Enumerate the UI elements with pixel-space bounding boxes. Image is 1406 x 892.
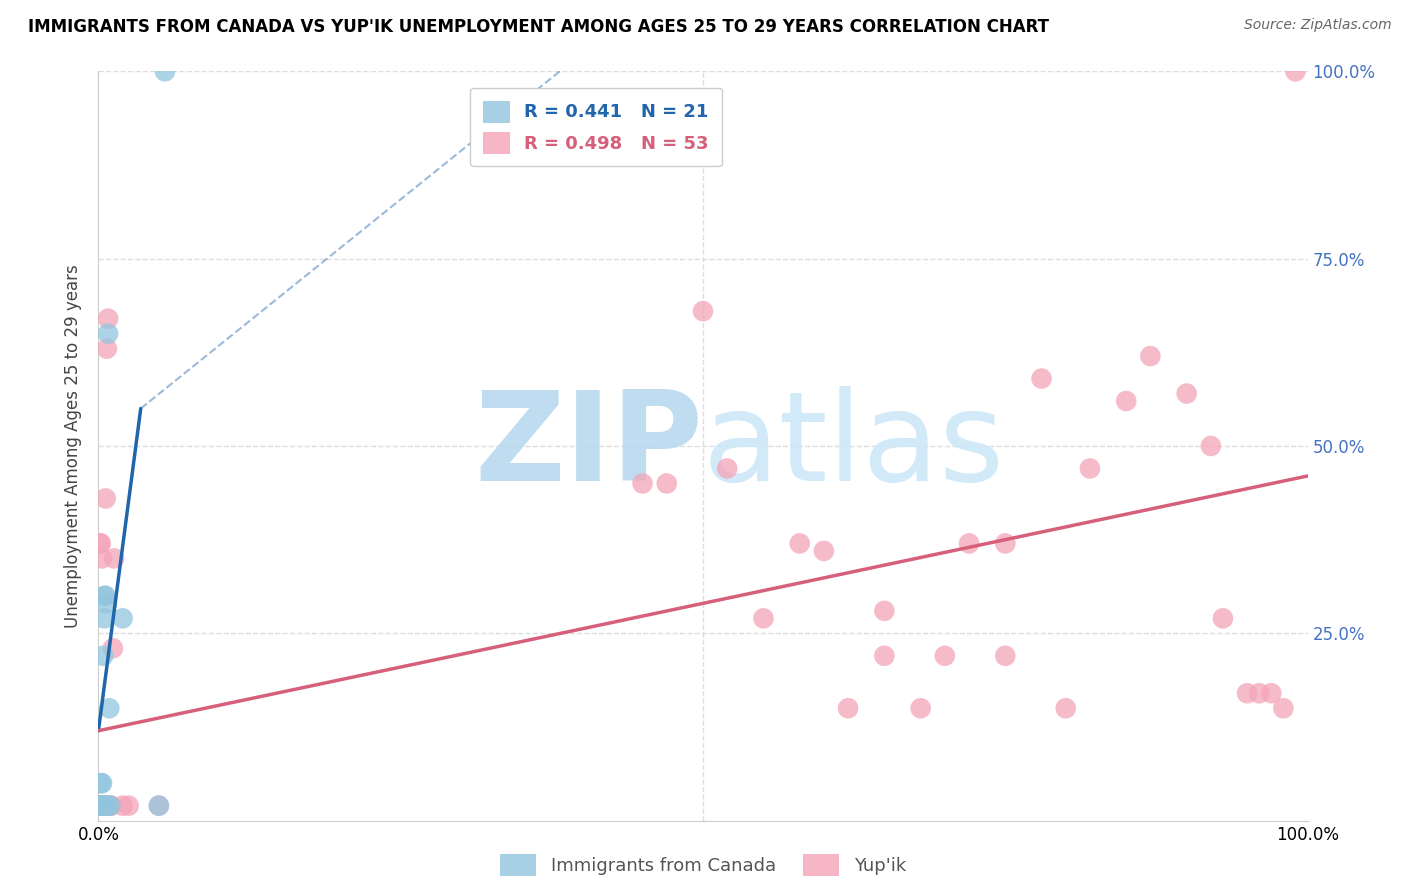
Point <box>1078 461 1101 475</box>
Point <box>148 798 170 813</box>
Point <box>89 798 111 813</box>
Point <box>96 596 118 610</box>
Point <box>111 798 134 813</box>
Text: IMMIGRANTS FROM CANADA VS YUP'IK UNEMPLOYMENT AMONG AGES 25 TO 29 YEARS CORRELAT: IMMIGRANTS FROM CANADA VS YUP'IK UNEMPLO… <box>28 18 1049 36</box>
Point <box>1260 686 1282 700</box>
Point <box>89 536 111 550</box>
Point <box>97 311 120 326</box>
Point <box>93 798 115 813</box>
Point <box>1115 394 1137 409</box>
Point <box>101 641 124 656</box>
Point <box>94 589 117 603</box>
Point <box>89 798 111 813</box>
Point <box>93 611 115 625</box>
Point <box>90 798 112 813</box>
Point <box>91 798 114 813</box>
Point <box>1199 439 1222 453</box>
Point <box>1272 701 1295 715</box>
Point <box>90 798 112 813</box>
Point <box>100 798 122 813</box>
Point <box>91 648 114 663</box>
Point <box>91 798 114 813</box>
Point <box>994 536 1017 550</box>
Legend: Immigrants from Canada, Yup'ik: Immigrants from Canada, Yup'ik <box>491 846 915 885</box>
Point <box>692 304 714 318</box>
Point <box>103 551 125 566</box>
Legend: R = 0.441   N = 21, R = 0.498   N = 53: R = 0.441 N = 21, R = 0.498 N = 53 <box>470 88 721 166</box>
Point <box>934 648 956 663</box>
Point <box>1031 371 1053 385</box>
Point <box>91 798 114 813</box>
Point <box>91 798 114 813</box>
Point <box>91 798 114 813</box>
Y-axis label: Unemployment Among Ages 25 to 29 years: Unemployment Among Ages 25 to 29 years <box>65 264 83 628</box>
Point <box>716 461 738 475</box>
Point <box>89 798 111 813</box>
Point <box>910 701 932 715</box>
Point <box>1212 611 1234 625</box>
Point <box>631 476 654 491</box>
Point <box>100 798 122 813</box>
Point <box>91 776 114 790</box>
Point <box>1236 686 1258 700</box>
Point <box>98 701 121 715</box>
Point <box>1249 686 1271 700</box>
Point <box>93 798 115 813</box>
Point <box>1139 349 1161 363</box>
Point <box>1175 386 1198 401</box>
Point <box>91 798 114 813</box>
Point <box>1054 701 1077 715</box>
Point <box>96 798 118 813</box>
Point <box>96 342 118 356</box>
Point <box>752 611 775 625</box>
Point <box>90 798 112 813</box>
Text: atlas: atlas <box>703 385 1005 507</box>
Point <box>994 648 1017 663</box>
Point <box>118 798 141 813</box>
Point <box>957 536 980 550</box>
Point <box>90 536 112 550</box>
Point <box>153 64 176 78</box>
Point <box>94 798 117 813</box>
Point <box>91 551 114 566</box>
Point <box>837 701 859 715</box>
Point <box>91 798 114 813</box>
Point <box>93 798 115 813</box>
Point <box>91 798 114 813</box>
Point <box>100 798 122 813</box>
Point <box>89 798 111 813</box>
Text: ZIP: ZIP <box>474 385 703 507</box>
Point <box>94 491 117 506</box>
Point <box>1284 64 1306 78</box>
Point <box>111 611 134 625</box>
Point <box>873 648 896 663</box>
Point <box>90 776 112 790</box>
Point <box>789 536 811 550</box>
Point <box>813 544 835 558</box>
Point <box>97 326 120 341</box>
Point <box>655 476 678 491</box>
Point <box>873 604 896 618</box>
Point <box>148 798 170 813</box>
Text: Source: ZipAtlas.com: Source: ZipAtlas.com <box>1244 18 1392 32</box>
Point <box>93 589 115 603</box>
